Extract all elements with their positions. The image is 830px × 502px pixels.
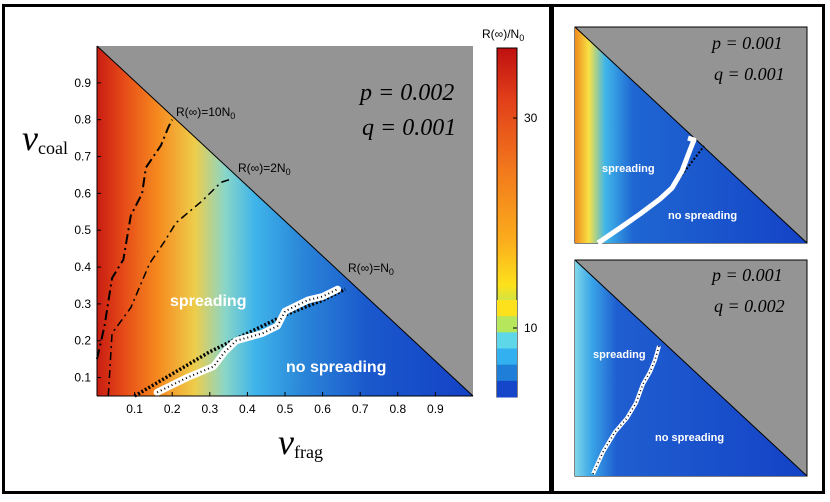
colorbar-swatch — [497, 332, 517, 349]
q-value-label: q = 0.001 — [362, 115, 456, 141]
x-tick-label: 0.1 — [126, 402, 143, 416]
colorbar-tick-label-30: 30 — [524, 111, 538, 125]
x-tick-labels: 0.1 0.2 0.3 0.4 0.5 0.6 0.7 0.8 0.9 — [126, 392, 444, 416]
colorbar-tick-label-10: 10 — [524, 321, 538, 335]
x-tick-label: 0.6 — [314, 402, 331, 416]
y-tick-label: 0.2 — [74, 334, 91, 348]
x-axis-label: vfrag — [278, 422, 323, 462]
y-tick-labels: 0.1 0.2 0.3 0.4 0.5 0.6 0.7 0.8 0.9 — [74, 76, 101, 385]
contour-10n0 — [96, 119, 174, 360]
top-right-q-label: q = 0.001 — [714, 64, 785, 84]
bottom-right-diagonal — [574, 259, 808, 477]
threshold-dots — [156, 288, 339, 394]
colorbar-swatches — [497, 300, 517, 398]
y-tick-label: 0.3 — [74, 297, 91, 311]
colorbar-swatch — [497, 316, 517, 333]
bottom-right-spreading-label: spreading — [593, 349, 646, 361]
p-value-label: p = 0.002 — [358, 80, 454, 106]
x-tick-label: 0.4 — [239, 402, 256, 416]
y-tick-label: 0.1 — [74, 371, 91, 385]
no-spreading-label: no spreading — [286, 359, 386, 376]
spreading-threshold — [153, 285, 342, 396]
y-tick-label: 0.7 — [74, 150, 91, 164]
main-panel-frame — [2, 4, 552, 494]
contour-n0 — [133, 287, 346, 398]
top-right-plot: spreading no spreading p = 0.001 q = 0.0… — [574, 26, 808, 246]
y-tick-label: 0.5 — [74, 223, 91, 237]
y-tick-label: 0.9 — [74, 76, 91, 90]
top-right-threshold-line — [596, 135, 697, 246]
colorbar: R(∞)/N0 30 10 — [482, 27, 538, 398]
contour-2n0 — [107, 177, 233, 397]
top-right-diagonal — [574, 26, 808, 244]
colorbar-swatch — [497, 348, 517, 366]
bottom-right-p-label: p = 0.001 — [710, 265, 783, 285]
contour-label-2n0: R(∞)=2N0 — [238, 161, 291, 177]
y-tick-label: 0.8 — [74, 113, 91, 127]
x-tick-label: 0.2 — [164, 402, 181, 416]
colorbar-title: R(∞)/N0 — [482, 27, 524, 43]
bottom-right-threshold — [591, 345, 661, 475]
bottom-right-q-label: q = 0.002 — [714, 296, 785, 316]
bottom-right-no-spreading-label: no spreading — [655, 432, 724, 444]
diagonal-boundary — [96, 45, 474, 397]
main-plot: 0.1 0.2 0.3 0.4 0.5 0.6 0.7 0.8 0.9 0.1 0.2 0.3 0.4… — [22, 45, 474, 462]
colorbar-swatch — [497, 364, 517, 382]
top-right-spreading-label: spreading — [602, 163, 655, 175]
top-right-p-label: p = 0.001 — [710, 33, 783, 53]
contour-lines — [96, 119, 346, 398]
colorbar-swatch — [497, 300, 517, 317]
top-right-no-spreading-label: no spreading — [668, 210, 737, 222]
right-panel-frame — [551, 4, 825, 494]
y-axis-label: vcoal — [22, 118, 68, 158]
bottom-right-plot: spreading no spreading p = 0.001 q = 0.0… — [574, 259, 808, 477]
y-tick-label: 0.6 — [74, 186, 91, 200]
contour-label-n0: R(∞)=N0 — [348, 261, 394, 277]
x-tick-label: 0.9 — [427, 402, 444, 416]
x-tick-label: 0.3 — [201, 402, 218, 416]
bottom-right-threshold-line — [591, 345, 661, 475]
contour-label-10n0: R(∞)=10N0 — [176, 105, 235, 121]
top-right-threshold — [596, 135, 697, 246]
x-tick-label: 0.7 — [352, 402, 369, 416]
colorbar-swatch — [497, 380, 517, 398]
spreading-label: spreading — [170, 293, 246, 310]
x-tick-label: 0.5 — [277, 402, 294, 416]
x-tick-label: 0.8 — [389, 402, 406, 416]
y-tick-label: 0.4 — [74, 260, 91, 274]
